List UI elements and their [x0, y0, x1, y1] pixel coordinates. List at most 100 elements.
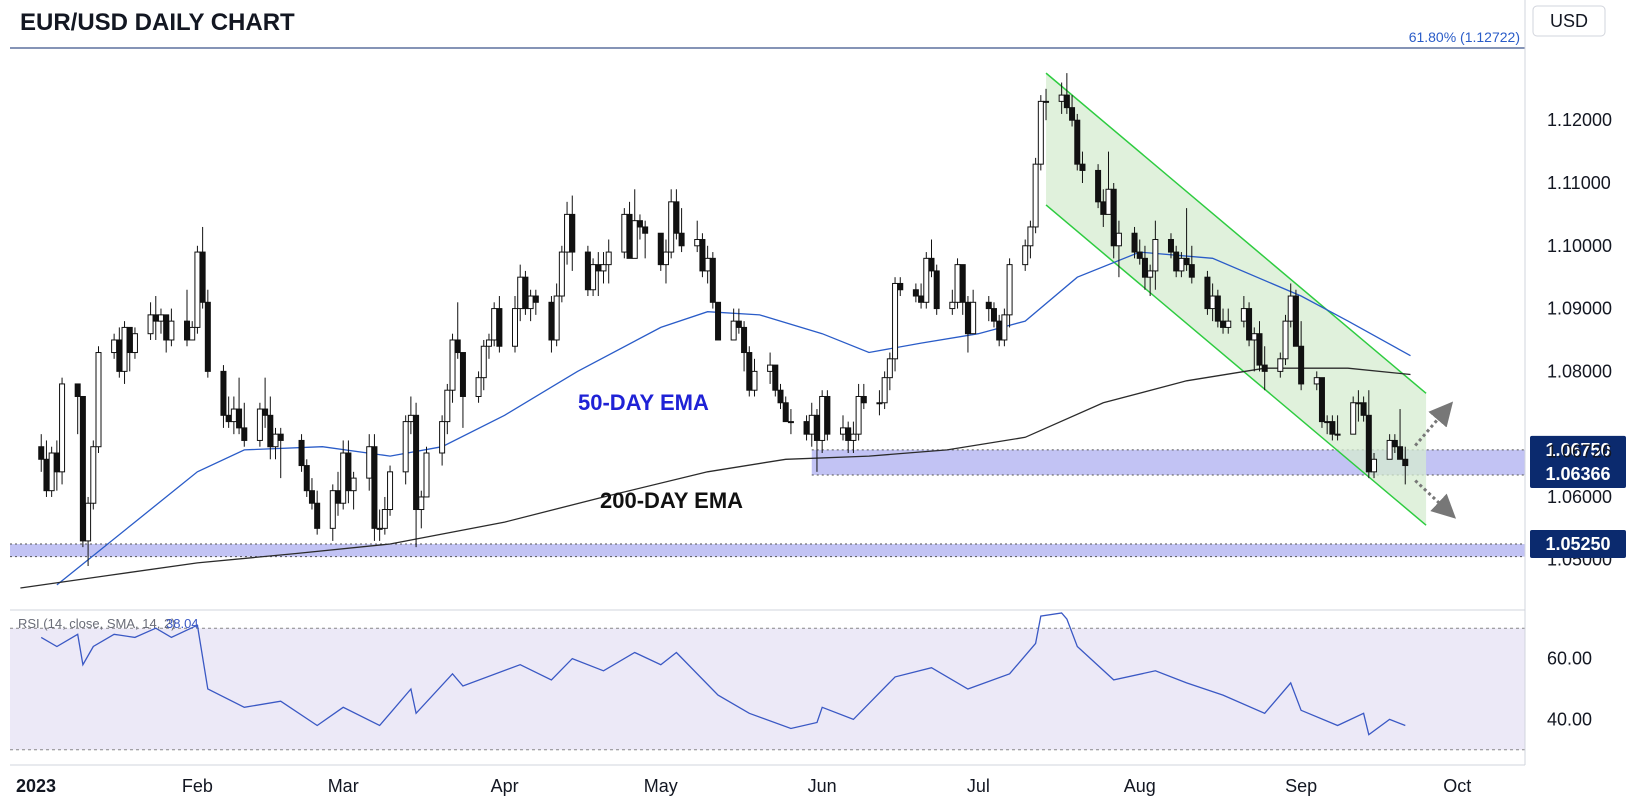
- candle: [709, 252, 716, 309]
- candle-body: [1371, 458, 1378, 473]
- candle: [553, 283, 560, 347]
- candle: [600, 252, 607, 284]
- candle-body: [1105, 188, 1112, 215]
- candle: [824, 390, 831, 441]
- candle: [876, 390, 883, 416]
- candle-body: [1209, 295, 1216, 310]
- price-tick-label: 1.10000: [1547, 236, 1612, 256]
- candle-body: [1397, 446, 1404, 460]
- candle-body: [803, 421, 810, 435]
- candle-body: [1136, 251, 1143, 259]
- candle: [985, 296, 992, 322]
- candle: [897, 277, 904, 297]
- level-tag: [1530, 435, 1626, 464]
- candle: [1167, 233, 1174, 259]
- candle: [350, 471, 357, 510]
- candle: [236, 377, 243, 435]
- currency-label[interactable]: USD: [1550, 11, 1588, 31]
- candle-body: [1334, 433, 1341, 436]
- candle-body: [886, 358, 893, 379]
- price-tick-label: 1.12000: [1547, 110, 1612, 130]
- candle-body: [767, 364, 774, 372]
- time-tick-label: Jul: [967, 776, 990, 796]
- candle-body: [548, 301, 555, 341]
- candle: [204, 289, 211, 378]
- candle-body: [590, 264, 597, 291]
- candle-body: [1350, 402, 1357, 435]
- candle: [1225, 308, 1232, 334]
- candle-body: [1365, 414, 1372, 473]
- candle-body: [1100, 201, 1107, 215]
- candle: [1032, 157, 1039, 234]
- rsi-value: 38.04: [166, 616, 199, 631]
- candle: [959, 264, 966, 315]
- candle: [308, 478, 315, 510]
- candle-body: [662, 251, 669, 266]
- rsi-series-line: [40, 612, 1406, 736]
- channel-fill: [1046, 73, 1427, 526]
- candle: [621, 208, 628, 259]
- candle-body: [449, 339, 456, 391]
- candle-body: [626, 213, 633, 259]
- candle: [199, 226, 206, 309]
- candle: [923, 252, 930, 309]
- candle-body: [496, 308, 503, 347]
- candle: [1063, 73, 1070, 114]
- candle-body: [522, 276, 529, 310]
- candle-body: [199, 251, 206, 303]
- candle: [699, 233, 706, 278]
- candle: [782, 396, 789, 423]
- candle-body: [1063, 94, 1070, 109]
- candle-body: [168, 320, 175, 341]
- candle-body: [1329, 421, 1336, 435]
- ema50-annotation: 50-DAY EMA: [578, 390, 709, 415]
- candle-body: [303, 465, 310, 492]
- candle: [949, 289, 956, 315]
- candle: [475, 371, 482, 403]
- candle-body: [1355, 402, 1362, 405]
- candle-body: [1386, 439, 1393, 460]
- candle-body: [1402, 458, 1409, 467]
- candle-body: [558, 251, 565, 297]
- time-tick-label: 2023: [16, 776, 56, 796]
- ema200-annotation: 200-DAY EMA: [600, 488, 743, 513]
- time-tick-label: Sep: [1285, 776, 1317, 796]
- candle-body: [95, 352, 102, 448]
- candle: [657, 232, 664, 271]
- candle: [371, 434, 378, 541]
- candle-body: [256, 408, 263, 441]
- candle-body: [387, 471, 394, 511]
- candle: [79, 395, 86, 548]
- candle-body: [366, 446, 373, 479]
- level-tag: [1530, 459, 1626, 488]
- candle-body: [985, 301, 992, 310]
- candle-body: [1069, 107, 1076, 121]
- up-arrow: [1414, 401, 1454, 447]
- candle-body: [1282, 320, 1289, 360]
- rsi-pane: [10, 609, 1525, 751]
- candle: [189, 321, 196, 341]
- candle: [512, 296, 518, 353]
- candle: [90, 440, 97, 510]
- candle-body: [1298, 345, 1305, 385]
- candle-body: [631, 220, 638, 259]
- candle-body: [53, 452, 60, 473]
- candle: [746, 346, 753, 397]
- candle: [1043, 88, 1050, 121]
- candle: [928, 239, 935, 278]
- candle: [1069, 95, 1076, 127]
- candle-body: [298, 439, 305, 467]
- candle: [1188, 245, 1195, 284]
- candle: [314, 490, 321, 535]
- candle: [262, 377, 269, 428]
- candle-body: [1027, 226, 1034, 247]
- candle-body: [126, 326, 133, 354]
- candle-body: [131, 333, 138, 354]
- candle: [439, 415, 446, 466]
- candle: [1371, 453, 1378, 479]
- candle: [1391, 434, 1398, 453]
- candle: [444, 383, 451, 435]
- candle: [449, 333, 456, 403]
- candle: [886, 352, 893, 391]
- candle: [678, 208, 685, 253]
